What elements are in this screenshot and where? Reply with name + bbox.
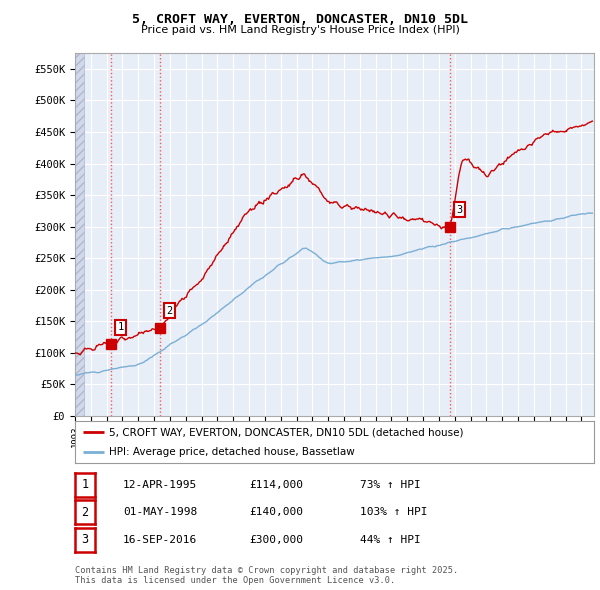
Text: HPI: Average price, detached house, Bassetlaw: HPI: Average price, detached house, Bass… [109, 447, 355, 457]
Text: Contains HM Land Registry data © Crown copyright and database right 2025.
This d: Contains HM Land Registry data © Crown c… [75, 566, 458, 585]
Text: 44% ↑ HPI: 44% ↑ HPI [360, 535, 421, 545]
Text: 3: 3 [82, 533, 88, 546]
Text: 1: 1 [118, 322, 124, 332]
Text: £114,000: £114,000 [249, 480, 303, 490]
Text: 2: 2 [82, 506, 88, 519]
Bar [75, 50, 84, 416]
Text: 73% ↑ HPI: 73% ↑ HPI [360, 480, 421, 490]
Text: 01-MAY-1998: 01-MAY-1998 [123, 507, 197, 517]
Text: 103% ↑ HPI: 103% ↑ HPI [360, 507, 427, 517]
Text: 3: 3 [457, 205, 463, 215]
Text: 5, CROFT WAY, EVERTON, DONCASTER, DN10 5DL (detached house): 5, CROFT WAY, EVERTON, DONCASTER, DN10 5… [109, 427, 463, 437]
Text: 5, CROFT WAY, EVERTON, DONCASTER, DN10 5DL: 5, CROFT WAY, EVERTON, DONCASTER, DN10 5… [132, 13, 468, 26]
Text: 1: 1 [82, 478, 88, 491]
Text: 12-APR-1995: 12-APR-1995 [123, 480, 197, 490]
Text: Price paid vs. HM Land Registry's House Price Index (HPI): Price paid vs. HM Land Registry's House … [140, 25, 460, 35]
Text: £140,000: £140,000 [249, 507, 303, 517]
Text: £300,000: £300,000 [249, 535, 303, 545]
Text: 2: 2 [166, 306, 173, 316]
Text: 16-SEP-2016: 16-SEP-2016 [123, 535, 197, 545]
